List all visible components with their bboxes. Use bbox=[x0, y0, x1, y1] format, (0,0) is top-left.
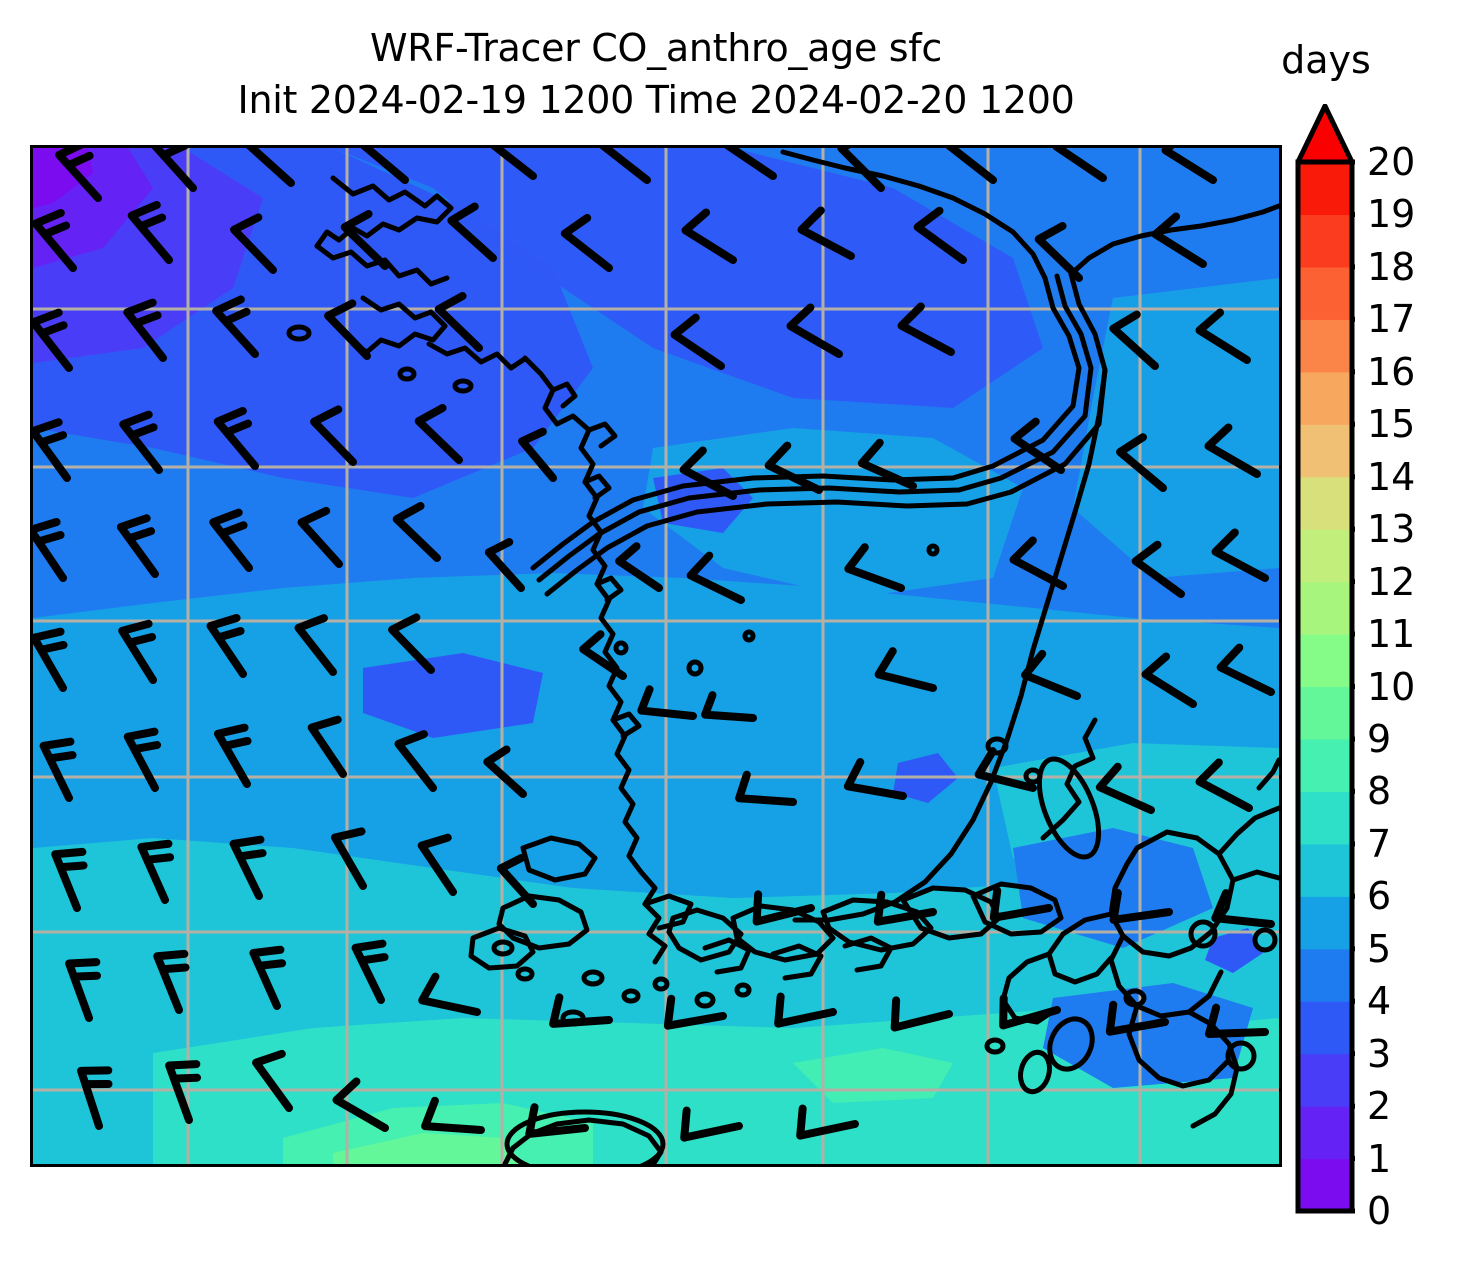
colorbar-band bbox=[1298, 214, 1352, 268]
colorbar-tick-label: 13 bbox=[1367, 507, 1416, 552]
chart-title: WRF-Tracer CO_anthro_age sfc Init 2024-0… bbox=[30, 22, 1282, 126]
colorbar-tick-label: 17 bbox=[1367, 297, 1416, 342]
map-plot-area[interactable] bbox=[30, 145, 1282, 1167]
colorbar-tick-label: 12 bbox=[1367, 559, 1416, 604]
colorbar-tick-label: 9 bbox=[1367, 716, 1392, 761]
colorbar-extend-arrow bbox=[1295, 104, 1355, 165]
colorbar-tick-label: 4 bbox=[1367, 979, 1392, 1024]
colorbar-band bbox=[1298, 1106, 1352, 1160]
colorbar-tick-label: 5 bbox=[1367, 926, 1392, 971]
colorbar-tick-label: 16 bbox=[1367, 349, 1416, 394]
colorbar-tick-label: 8 bbox=[1367, 769, 1392, 814]
colorbar-band bbox=[1298, 319, 1352, 373]
colorbar-band bbox=[1298, 581, 1352, 635]
colorbar-tick-label: 1 bbox=[1367, 1136, 1392, 1181]
colorbar-tick-label: 2 bbox=[1367, 1084, 1392, 1129]
colorbar-band bbox=[1298, 634, 1352, 688]
colorbar-tick-label: 15 bbox=[1367, 402, 1416, 447]
colorbar-tick-label: 10 bbox=[1367, 664, 1416, 709]
colorbar[interactable]: days 0 1 2 3 4 5 6 7 8 9 10 11 12 13 14 15 16 17 18 19 20 bbox=[1281, 38, 1415, 1230]
colorbar-band bbox=[1298, 948, 1352, 1002]
colorbar-band bbox=[1298, 1001, 1352, 1055]
colorbar-units-label: days bbox=[1281, 38, 1371, 82]
colorbar-band bbox=[1298, 529, 1352, 583]
colorbar-tick-label: 0 bbox=[1367, 1189, 1392, 1233]
colorbar-tick-label: 6 bbox=[1367, 874, 1392, 919]
chart-title-line-1: WRF-Tracer CO_anthro_age sfc bbox=[370, 26, 942, 70]
colorbar-band bbox=[1298, 476, 1352, 530]
colorbar-band bbox=[1298, 266, 1352, 320]
colorbar-band bbox=[1298, 371, 1352, 425]
colorbar-band bbox=[1298, 1158, 1352, 1212]
colorbar-band bbox=[1298, 162, 1352, 216]
chart-title-line-2: Init 2024-02-19 1200 Time 2024-02-20 120… bbox=[237, 78, 1075, 122]
colorbar-tick-label: 3 bbox=[1367, 1031, 1392, 1076]
colorbar-band bbox=[1298, 1053, 1352, 1107]
colorbar-band bbox=[1298, 896, 1352, 950]
colorbar-band bbox=[1298, 843, 1352, 897]
colorbar-gradient bbox=[1295, 104, 1355, 1214]
wind-barb-overlay bbox=[33, 148, 1275, 1142]
colorbar-tick-label: 14 bbox=[1367, 454, 1416, 499]
colorbar-band bbox=[1298, 686, 1352, 740]
colorbar-tick-label: 7 bbox=[1367, 821, 1392, 866]
colorbar-tick-label: 20 bbox=[1367, 140, 1416, 184]
colorbar-tick-label: 18 bbox=[1367, 244, 1416, 289]
colorbar-band bbox=[1298, 424, 1352, 478]
map-inner bbox=[33, 148, 1279, 1164]
colorbar-tick-label: 11 bbox=[1367, 612, 1416, 657]
colorbar-tick-label: 19 bbox=[1367, 192, 1416, 237]
colorbar-tick-labels: 0 1 2 3 4 5 6 7 8 9 10 11 12 13 14 15 16 17 18 19 20 bbox=[1367, 104, 1462, 1230]
colorbar-band bbox=[1298, 738, 1352, 792]
colorbar-band bbox=[1298, 791, 1352, 845]
